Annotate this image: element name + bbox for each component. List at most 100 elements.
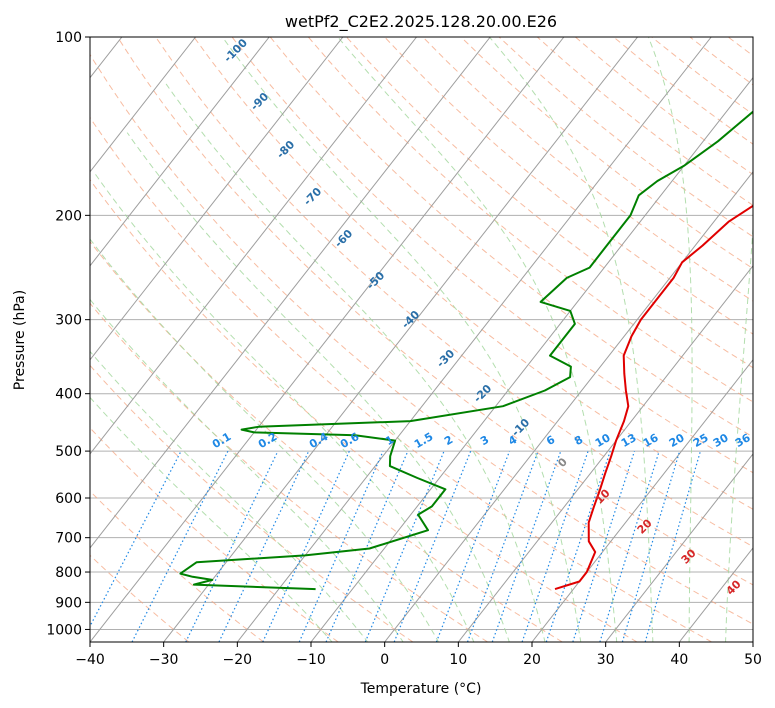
moist-adiabat-label: 0 (555, 455, 570, 470)
dry-adiabat-line (193, 37, 753, 510)
isotherm-label: -30 (434, 347, 457, 370)
dry-adiabat-line (90, 116, 712, 642)
isotherm-line (310, 76, 753, 642)
moist-adiabat-line (725, 221, 753, 642)
mixing-ratio-line (435, 450, 511, 642)
mixing-ratio-line (466, 450, 539, 642)
dry-adiabat-line (269, 37, 753, 438)
isotherm-label: -100 (221, 36, 250, 65)
mixing-ratio-line (262, 450, 350, 642)
mixing-ratio-line (599, 450, 660, 642)
mixing-ratio-label: 16 (641, 431, 661, 450)
y-tick-label: 100 (55, 30, 82, 46)
x-tick-label: 50 (744, 652, 762, 668)
x-tick-label: 20 (523, 652, 541, 668)
isotherm-line (163, 37, 638, 642)
dry-adiabat-line (536, 37, 753, 206)
mixing-ratio-line (572, 450, 636, 642)
isotherm-line (457, 265, 753, 642)
moist-adiabat-line (94, 173, 475, 642)
isotherm-line (90, 37, 491, 549)
isotherm-line (90, 37, 565, 642)
isotherm-label: -70 (301, 185, 324, 208)
dry-adiabat-line (155, 37, 753, 548)
isotherm-line (531, 359, 753, 642)
dry-adiabat-line (231, 37, 753, 474)
dry-adiabat-line (90, 240, 563, 642)
mixing-ratio-line (218, 450, 310, 642)
moist-adiabat-line (165, 83, 546, 642)
y-tick-label: 200 (55, 208, 82, 224)
y-tick-label: 700 (55, 531, 82, 547)
mixing-ratio-line (545, 450, 611, 642)
mixing-ratio-label: 6 (544, 433, 557, 448)
isotherm-label: -40 (399, 308, 422, 331)
dry-adiabat-line (384, 37, 753, 335)
chart-series-group (179, 110, 753, 591)
mixing-ratio-label: 20 (667, 431, 687, 450)
moist-adiabat-line (647, 37, 693, 642)
moist-adiabat-line (337, 37, 618, 642)
mixing-ratio-line (644, 450, 702, 642)
moist-adiabat-line (90, 238, 440, 642)
x-tick-label: 40 (670, 652, 688, 668)
isotherm-line (752, 641, 753, 642)
mixing-ratio-label: 10 (593, 431, 613, 450)
mixing-ratio-line (521, 450, 589, 642)
moist-adiabat-line (90, 350, 369, 642)
dry-adiabat-line (766, 37, 775, 642)
moist-adiabat-line (90, 298, 404, 642)
mixing-ratio-line (185, 450, 279, 642)
mixing-ratio-line (298, 450, 384, 642)
mixing-ratio-label: 8 (572, 433, 585, 448)
moist-adiabat-label: 30 (679, 546, 699, 566)
isotherm-line (90, 37, 196, 173)
dry-adiabat-line (460, 37, 753, 270)
chart-isoline-labels: -100-90-80-70-60-50-40-30-20-100.1 0.2 0.4… (210, 36, 753, 598)
x-tick-label: −10 (296, 652, 326, 668)
dry-adiabat-line (422, 37, 753, 302)
isotherm-line (384, 170, 753, 642)
y-tick-label: 800 (55, 565, 82, 581)
x-tick-label: −30 (149, 652, 179, 668)
temperature-profile-line (554, 204, 753, 591)
dry-adiabat-line (90, 53, 753, 625)
x-tick-label: 30 (597, 652, 615, 668)
isotherm-line (605, 453, 753, 642)
x-axis: −40 −30 −20 −10 0 10 20 30 40 50 (75, 642, 762, 668)
y-tick-label: 900 (55, 595, 82, 611)
dry-adiabat-line (307, 37, 753, 403)
isotherm-line (236, 37, 712, 642)
isotherm-line (90, 37, 270, 267)
mixing-ratio-line (325, 450, 409, 642)
moist-adiabat-line (489, 37, 654, 642)
isotherm-line (90, 37, 344, 361)
x-axis-label: Temperature (°C) (360, 681, 482, 697)
dry-adiabat-line (117, 37, 753, 586)
mixing-ratio-line (621, 450, 681, 642)
y-axis: 100 200 300 400 500 600 700 800 900 1000 (46, 30, 90, 638)
y-tick-label: 300 (55, 313, 82, 329)
y-tick-label: 400 (55, 387, 82, 403)
isotherm-label: -20 (471, 382, 494, 405)
isotherm-line (90, 37, 417, 455)
dry-adiabat-line (90, 554, 190, 642)
y-tick-label: 1000 (46, 622, 82, 638)
dewpoint-profile-line (179, 110, 753, 591)
dry-adiabat-line (90, 178, 638, 642)
moist-adiabat-line (221, 37, 582, 642)
isotherm-label: -90 (248, 90, 271, 113)
isotherm-label: -60 (332, 227, 355, 250)
dry-adiabat-line (90, 427, 339, 642)
mixing-ratio-label: 30 (711, 431, 731, 450)
mixing-ratio-label: 0.6 (338, 430, 362, 451)
x-tick-label: −40 (75, 652, 105, 668)
chart-title: wetPf2_C2E2.2025.128.20.00.E26 (285, 12, 557, 32)
mixing-ratio-label: 3 (478, 433, 491, 448)
chart-grid (90, 37, 775, 642)
x-tick-label: −20 (223, 652, 253, 668)
mixing-ratio-label: 36 (733, 431, 753, 450)
x-tick-label: 10 (449, 652, 467, 668)
mixing-ratio-label: 1.5 (412, 430, 435, 451)
